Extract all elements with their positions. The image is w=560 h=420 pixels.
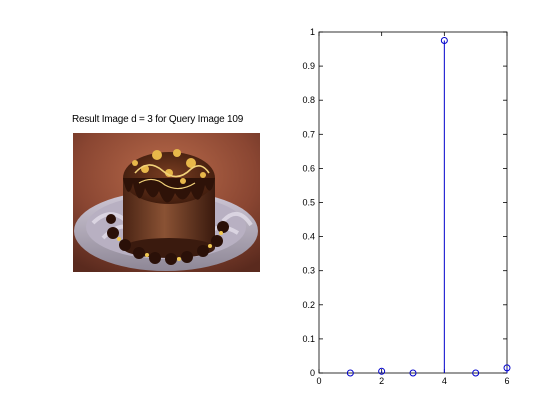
x-tick-label: 4	[442, 376, 447, 386]
y-tick-label: 0.3	[302, 266, 315, 276]
stem-marker	[503, 364, 511, 372]
x-tick-label: 0	[316, 376, 321, 386]
axis-ticks: 0 0.1 0.2 0.3 0.4 0.5 0.6 0.7 0.8 0.9 1 0 2 4 6	[302, 27, 509, 386]
stem-series	[346, 37, 511, 377]
y-tick-label: 0.7	[302, 129, 315, 139]
stem-marker	[378, 367, 386, 375]
y-tick-label: 1	[310, 27, 315, 37]
y-tick-label: 0.1	[302, 334, 315, 344]
y-tick-label: 0.5	[302, 198, 315, 208]
y-tick-label: 0.2	[302, 300, 315, 310]
stem-marker	[409, 369, 417, 377]
result-image	[73, 133, 260, 272]
y-tick-label: 0.8	[302, 95, 315, 105]
cake-image	[73, 133, 260, 272]
plot-axes-box	[318, 31, 508, 374]
result-image-title: Result Image d = 3 for Query Image 109	[72, 114, 244, 125]
stem-marker	[472, 369, 480, 377]
y-tick-label: 0.6	[302, 163, 315, 173]
stem-marker	[440, 37, 448, 45]
x-tick-label: 2	[379, 376, 384, 386]
y-tick-label: 0.9	[302, 61, 315, 71]
x-tick-label: 6	[504, 376, 509, 386]
y-tick-label: 0.4	[302, 232, 315, 242]
stem-marker	[346, 369, 354, 377]
y-tick-label: 0	[310, 368, 315, 378]
